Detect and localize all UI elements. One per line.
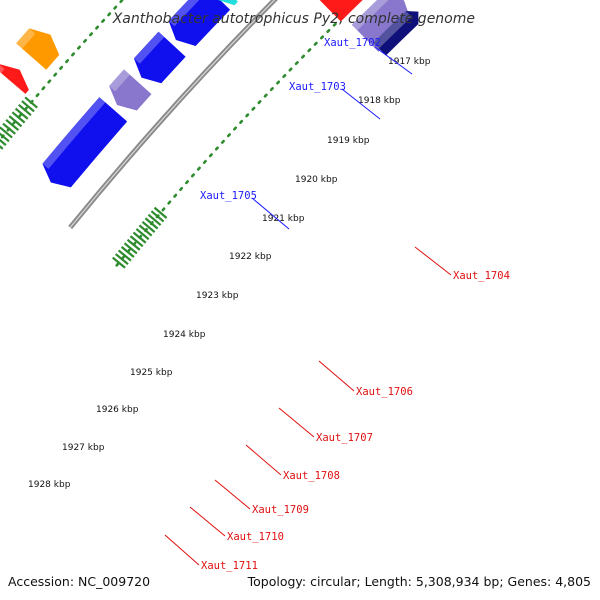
kbp-label: 1925 kbp [130, 368, 173, 378]
major-tick [5, 118, 20, 131]
kbp-scale-labels: 1917 kbp 1918 kbp 1919 kbp 1920 kbp 1921 kbp… [28, 57, 431, 490]
gene-label-xaut-1711[interactable]: Xaut_1711 [201, 560, 258, 572]
kbp-label: 1917 kbp [388, 57, 431, 67]
major-tick [14, 107, 29, 120]
major-tick [153, 206, 168, 219]
major-tick [0, 132, 10, 143]
gene-label-xaut-1709[interactable]: Xaut_1709 [252, 504, 309, 516]
genome-backbone [68, 0, 279, 230]
gene-arrow [42, 97, 128, 188]
major-tick [21, 100, 35, 113]
gene-arrow-xaut-1703 [218, 0, 238, 6]
gene-arrow [16, 28, 60, 70]
gene-labels: Xaut_1702 Xaut_1703 Xaut_1705 Xaut_1704 Xaut… [164, 37, 510, 572]
kbp-label: 1921 kbp [262, 214, 305, 224]
major-tick [144, 217, 159, 230]
major-tick [117, 249, 132, 262]
major-tick [129, 235, 144, 248]
accession-text: Accession: NC_009720 [8, 574, 150, 589]
leader-line-xaut-1708 [245, 444, 282, 476]
gene-label-xaut-1702[interactable]: Xaut_1702 [324, 37, 381, 49]
gene-label-xaut-1704[interactable]: Xaut_1704 [453, 270, 510, 282]
major-tick [150, 210, 165, 223]
leader-line-xaut-1706 [318, 360, 355, 392]
backbone-line [68, 0, 279, 230]
kbp-label: 1920 kbp [295, 175, 338, 185]
major-tick [135, 228, 150, 241]
gene-label-xaut-1706[interactable]: Xaut_1706 [356, 386, 413, 398]
major-tick [138, 224, 153, 237]
major-tick [2, 122, 16, 135]
gene-arrow [133, 31, 186, 84]
kbp-label: 1926 kbp [96, 405, 139, 415]
major-tick [24, 96, 38, 109]
major-tick [123, 242, 138, 255]
gene-arrow [0, 64, 29, 94]
leader-line-xaut-1703 [341, 88, 381, 120]
major-tick [0, 138, 7, 146]
leader-line-xaut-1709 [214, 479, 251, 510]
kbp-label: 1927 kbp [62, 443, 105, 453]
inner-tick-ring [115, 0, 362, 267]
kbp-label: 1919 kbp [327, 136, 370, 146]
genome-title: Xanthobacter autotrophicus Py2, complete… [112, 11, 475, 27]
kbp-label: 1924 kbp [163, 330, 206, 340]
gene-arrow [351, 0, 411, 52]
gene-arrow [373, 11, 419, 56]
gene-label-xaut-1710[interactable]: Xaut_1710 [227, 531, 284, 543]
leader-line-xaut-1710 [189, 506, 226, 537]
major-tick [114, 253, 129, 266]
major-tick [126, 238, 141, 251]
major-tick [0, 126, 13, 139]
leader-line-xaut-1711 [164, 534, 200, 566]
major-tick [0, 145, 4, 150]
genome-stats-text: Topology: circular; Length: 5,308,934 bp… [247, 574, 591, 589]
leader-line-xaut-1704 [414, 246, 452, 276]
gene-label-xaut-1703[interactable]: Xaut_1703 [289, 81, 346, 93]
major-tick [141, 220, 156, 233]
gene-features [0, 0, 419, 188]
major-tick [147, 213, 162, 226]
leader-line-xaut-1702 [374, 46, 413, 75]
major-tick [18, 103, 32, 116]
kbp-label: 1928 kbp [28, 480, 71, 490]
leader-line-xaut-1707 [278, 407, 315, 438]
major-tick [11, 111, 26, 124]
major-tick [112, 256, 126, 269]
kbp-label: 1923 kbp [196, 291, 239, 301]
leader-line-xaut-1705 [251, 197, 290, 230]
backbone-highlight [69, 0, 276, 228]
major-tick [120, 246, 135, 258]
tick-rings [0, 0, 362, 269]
gene-label-xaut-1705[interactable]: Xaut_1705 [200, 190, 257, 202]
gene-arrow-xaut-1704 [319, 0, 363, 22]
kbp-label: 1918 kbp [358, 96, 401, 106]
kbp-label: 1922 kbp [229, 252, 272, 262]
major-tick [132, 231, 147, 244]
gene-arrow [168, 0, 231, 47]
gene-label-xaut-1707[interactable]: Xaut_1707 [316, 432, 373, 444]
gene-label-xaut-1708[interactable]: Xaut_1708 [283, 470, 340, 482]
gene-arrow-xaut-1702 [109, 69, 152, 111]
major-tick [8, 115, 23, 128]
